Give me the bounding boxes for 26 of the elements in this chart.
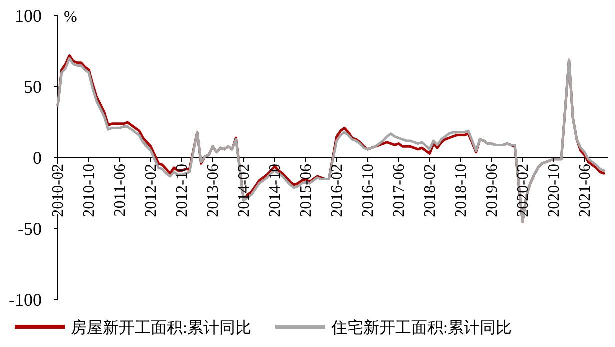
x-tick-label: 2012-02 bbox=[142, 164, 160, 218]
x-tick-label: 2010-10 bbox=[80, 164, 98, 218]
x-tick-label: 2011-06 bbox=[112, 164, 129, 217]
x-tick-label: 2014-10 bbox=[266, 164, 284, 218]
x-tick-label: 2018-10 bbox=[452, 164, 470, 218]
x-tick-label: 2014-02 bbox=[236, 164, 253, 218]
x-tick-label: 2012-10 bbox=[174, 164, 191, 218]
x-tick-label: 2019-06 bbox=[484, 164, 501, 218]
x-tick-label: 2010-02 bbox=[50, 164, 67, 218]
x-tick-label: 2020-10 bbox=[546, 164, 563, 218]
y-tick-label: 50 bbox=[24, 77, 42, 97]
y-tick-label: 0 bbox=[33, 148, 42, 168]
legend-label: 房屋新开工面积:累计同比 bbox=[71, 319, 252, 337]
x-tick-label: 2016-02 bbox=[328, 164, 346, 218]
legend-label: 住宅新开工面积:累计同比 bbox=[330, 319, 512, 337]
y-tick-label: -50 bbox=[18, 219, 42, 239]
x-tick-label: 2021-06 bbox=[576, 164, 594, 218]
x-tick-label: 2013-06 bbox=[204, 164, 222, 218]
y-axis-title: % bbox=[64, 9, 78, 26]
x-tick-label: 2020-02 bbox=[514, 164, 532, 218]
y-tick-label: 100 bbox=[15, 6, 42, 26]
x-tick-label: 2016-10 bbox=[360, 164, 377, 218]
x-tick-label: 2015-06 bbox=[298, 164, 315, 218]
x-tick-label: 2017-06 bbox=[390, 164, 408, 218]
x-tick-label: 2018-02 bbox=[422, 164, 439, 218]
y-tick-label: -100 bbox=[9, 290, 42, 310]
